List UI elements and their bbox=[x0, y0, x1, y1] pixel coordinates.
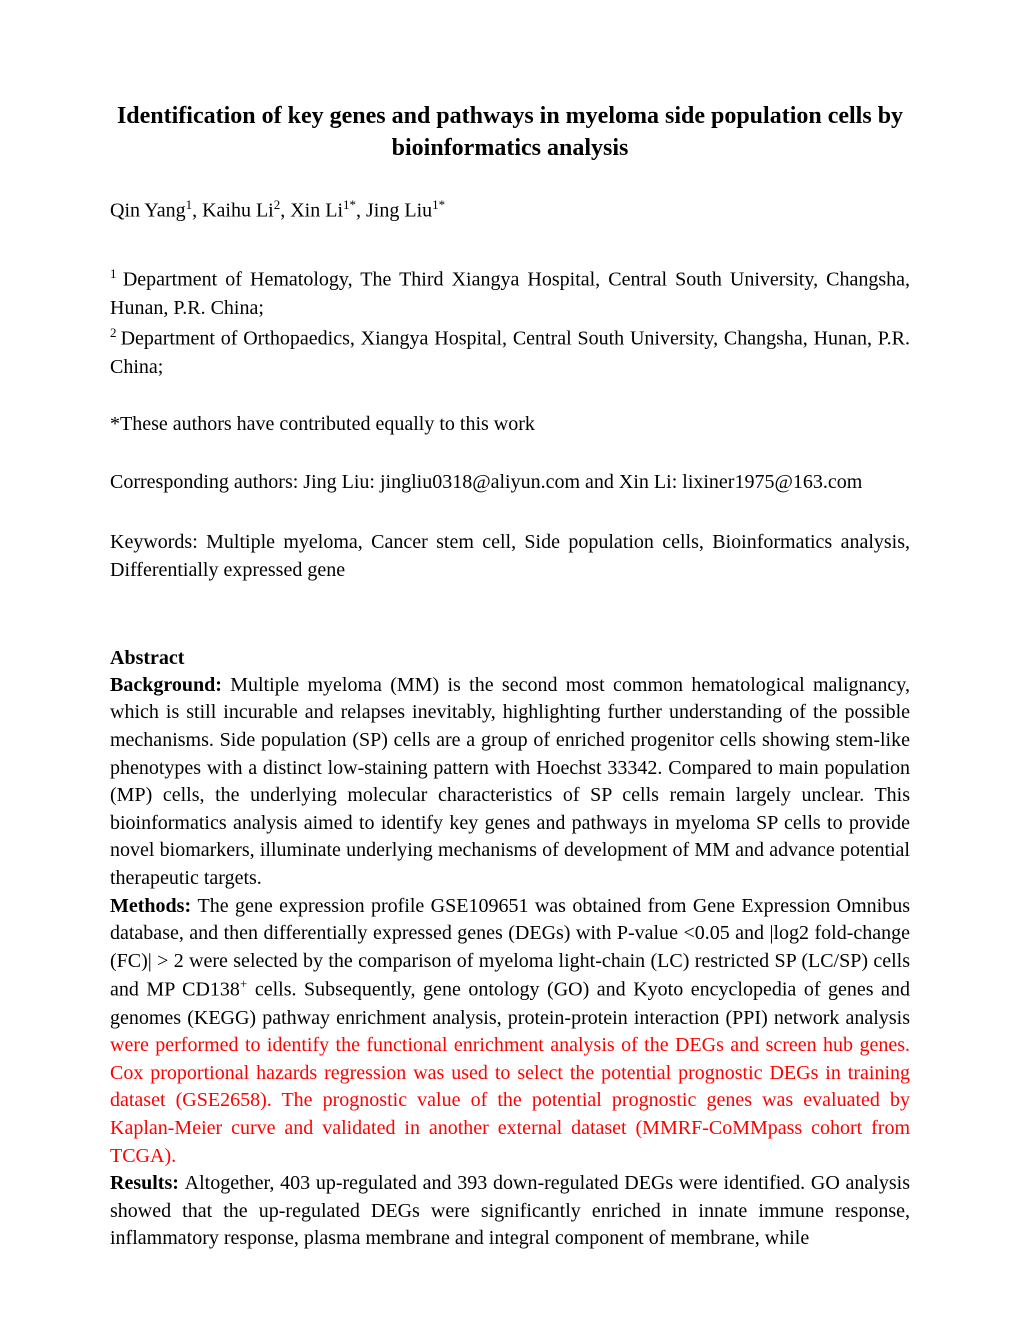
abstract-background: Background: Multiple myeloma (MM) is the… bbox=[110, 672, 910, 893]
results-label: Results: bbox=[110, 1172, 185, 1194]
affiliation-2: 2 Department of Orthopaedics, Xiangya Ho… bbox=[110, 324, 910, 381]
author-3: , Xin Li bbox=[280, 199, 343, 221]
methods-label: Methods: bbox=[110, 895, 197, 917]
abstract-results: Results: Altogether, 403 up-regulated an… bbox=[110, 1170, 910, 1253]
equal-contribution-note: *These authors have contributed equally … bbox=[110, 413, 910, 436]
corresponding-authors: Corresponding authors: Jing Liu: jingliu… bbox=[110, 468, 910, 496]
paper-title: Identification of key genes and pathways… bbox=[110, 100, 910, 165]
affiliation-2-text: Department of Orthopaedics, Xiangya Hosp… bbox=[110, 328, 910, 378]
affiliation-1-sup: 1 bbox=[110, 266, 123, 281]
keywords: Keywords: Multiple myeloma, Cancer stem … bbox=[110, 528, 910, 584]
author-3-sup: 1* bbox=[343, 197, 356, 212]
affiliation-2-sup: 2 bbox=[110, 325, 121, 340]
abstract-methods: Methods: The gene expression profile GSE… bbox=[110, 893, 910, 1171]
results-text: Altogether, 403 up-regulated and 393 dow… bbox=[110, 1172, 910, 1249]
author-4-sup: 1* bbox=[432, 197, 445, 212]
affiliation-1: 1 Department of Hematology, The Third Xi… bbox=[110, 265, 910, 322]
background-label: Background: bbox=[110, 674, 230, 696]
abstract-heading: Abstract bbox=[110, 644, 910, 672]
author-2: , Kaihu Li bbox=[192, 199, 274, 221]
background-text: Multiple myeloma (MM) is the second most… bbox=[110, 674, 910, 889]
author-4: , Jing Liu bbox=[356, 199, 432, 221]
methods-red-text: were performed to identify the functiona… bbox=[110, 1034, 910, 1166]
author-1: Qin Yang bbox=[110, 199, 186, 221]
affiliation-1-text: Department of Hematology, The Third Xian… bbox=[110, 269, 910, 319]
authors-line: Qin Yang1, Kaihu Li2, Xin Li1*, Jing Liu… bbox=[110, 195, 910, 226]
